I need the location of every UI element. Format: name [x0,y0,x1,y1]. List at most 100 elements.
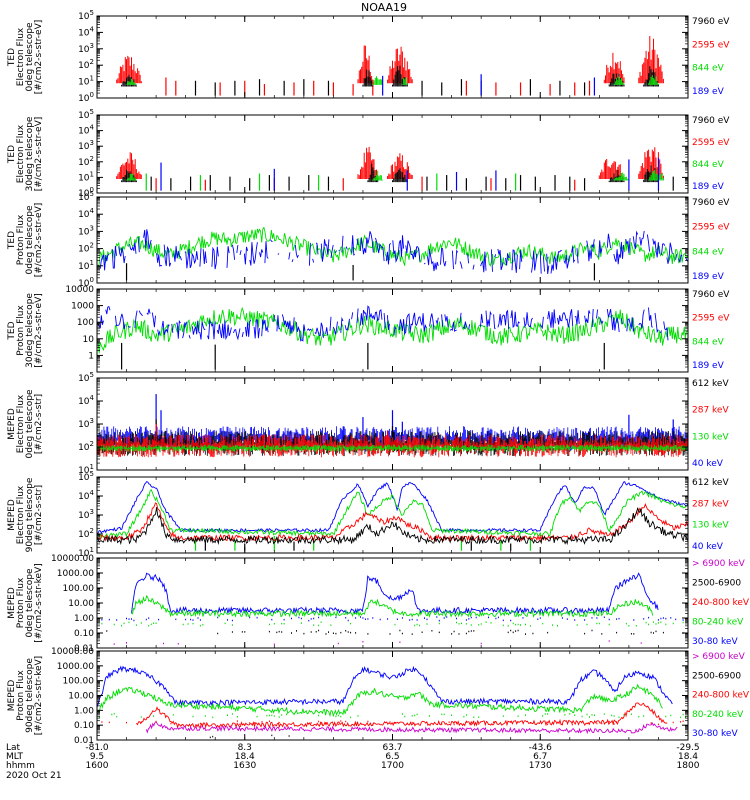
legend-p7-4: 30-80 keV [692,637,738,647]
legend-p1-2: 844 eV [692,64,725,74]
y-tick-label-5: 105 [78,108,94,121]
ylabel-line-1: Proton Flux [16,670,26,721]
footer-mlt-0: 9.5 [90,752,104,762]
y-tick-label-3: 104 [78,489,94,502]
panel-p7-data [96,572,684,645]
legend-p1-3: 189 eV [692,87,725,97]
series-3-curve [96,305,669,342]
footer-hhmm-4: 1800 [677,761,700,771]
y-tick-label-1: 0.10 [74,721,94,731]
ylabel-line-3: [#/cm2-s-str-eV] [34,293,44,368]
footer-lat-0: -81.0 [85,743,109,753]
legend-p3-3: 189 eV [692,272,725,282]
y-tick-label-2: 102 [78,58,94,71]
series-0-curve [96,507,688,546]
y-tick-label-2: 103 [78,417,94,430]
series-2-burst-0 [126,173,137,181]
y-tick-label-4: 104 [78,25,94,38]
y-tick-label-0: 0.01 [74,644,94,654]
legend-p1-0: 7960 eV [692,17,730,27]
series-0-curve [145,721,678,735]
legend-p5-2: 130 keV [692,432,729,442]
panel-p5-data [96,394,688,458]
y-tick-label-1: 1 [88,351,94,361]
legend-p2-1: 2595 eV [692,138,730,148]
ylabel-line-3: [#/cm2-s-str-keV] [34,656,44,735]
legend-p4-1: 2595 eV [692,314,730,324]
ylabel-line-3: [#/cm2-s-str] [34,394,44,454]
series-1-burst-0 [116,152,142,179]
legend-p7-0: > 6900 keV [692,559,746,569]
series-0-dots [113,640,642,645]
ylabel-line-0: TED [7,321,17,340]
y-tick-label-1: 102 [78,440,94,453]
series-2-burst-4 [648,75,659,85]
y-tick-label-4: 105 [78,371,94,384]
y-tick-label-4: 104 [78,207,94,220]
footer-lat-3: -43.6 [529,743,553,753]
footer-lat-4: -29.5 [676,743,699,753]
ylabel-line-0: TED [7,145,17,164]
ylabel-line-0: MEPED [7,499,17,531]
y-tick-label-1: 0.10 [74,629,94,639]
y-tick-label-3: 100 [77,318,94,328]
ylabel-line-3: [#/cm2-s-str-keV] [34,563,44,642]
ylabel-line-0: MEPED [7,408,17,440]
legend-p1-1: 2595 eV [692,40,730,50]
legend-p4-2: 844 eV [692,337,725,347]
series-1-dots [209,734,689,739]
ylabel-line-3: [#/cm2-s-str-eV] [34,20,44,95]
y-tick-label-2: 1.00 [74,614,94,624]
panel-p1: 100 101 102 103 104 105 TEDElectron Flux0deg t… [7,9,730,104]
legend-p5-0: 612 keV [692,379,729,389]
legend-p3-0: 7960 eV [692,198,730,208]
ylabel-line-3: [#/cm2-s-str-eV] [34,117,44,192]
panel-p1-data [116,36,664,96]
panel-p4-frame [96,288,689,373]
series-2-burst-1 [372,170,384,181]
series-1-burst-3 [638,36,664,84]
ylabel-line-0: MEPED [7,587,17,619]
y-tick-label-5: 10000 [65,285,94,295]
panel-p6-frame [96,476,689,554]
footer-row-label-2: hhmm [6,761,35,771]
footer-date: 2020 Oct 21 [6,771,62,781]
series-4-curve [131,572,659,615]
series-2-dots [101,720,684,726]
panel-p6-ylabel: MEPEDElectron Flux90deg telescope[#/cm2-… [7,477,44,552]
chart-title: NOAA19 [361,1,407,14]
footer-mlt-1: 18.4 [235,752,255,762]
y-tick-label-6: 10000.00 [51,554,94,564]
footer-mlt-3: 6.7 [533,752,547,762]
legend-p7-3: 80-240 keV [692,618,744,628]
legend-p4-3: 189 eV [692,361,725,371]
series-2-burst-0 [126,78,137,85]
series-2-curve [136,702,668,729]
ylabel-line-1: Electron Flux [16,27,26,86]
panel-p6-data [96,481,688,551]
y-tick-label-0: 100 [78,91,94,104]
ylabel-line-2: 0deg telescope [25,389,35,459]
ylabel-line-2: 90deg telescope [25,477,35,552]
panel-p8-ylabel: MEPEDProton Flux90deg telescope[#/cm2-s-… [7,656,44,735]
y-tick-label-5: 105 [78,9,94,22]
ylabel-line-3: [#/cm2-s-str] [34,485,44,545]
y-tick-label-5: 1000.00 [57,569,94,579]
panel-p1-ylabel: TEDElectron Flux0deg telescope[#/cm2-s-s… [7,20,44,95]
series-1-curve [96,502,688,543]
series-2-burst-2 [401,77,408,85]
footer-hhmm-3: 1730 [529,761,552,771]
panel-p8: 0.01 0.10 1.00 10.00 100.00 1000.00 10000.00 ME… [7,647,750,746]
panel-p7-frame [96,557,689,649]
panel-p4-data [96,305,688,370]
legend-p6-3: 40 keV [692,542,724,552]
y-tick-label-4: 1000 [71,302,94,312]
series-0-burst-2 [392,168,408,183]
y-tick-label-2: 102 [78,155,94,168]
y-tick-label-2: 102 [78,242,94,255]
